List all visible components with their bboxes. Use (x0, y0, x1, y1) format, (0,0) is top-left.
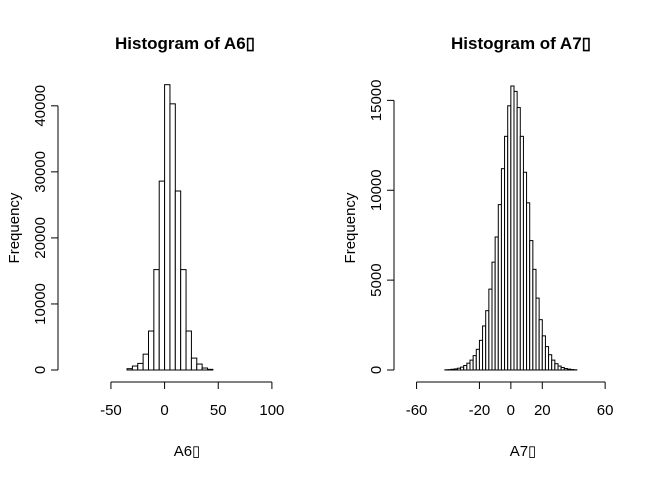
y-tick-label: 40000 (32, 85, 49, 127)
y-axis-label: Frequency (342, 192, 359, 263)
bars-group (126, 84, 214, 371)
y-tick-label: 0 (368, 366, 385, 374)
histogram-bar (158, 180, 166, 371)
histogram-bar (174, 190, 182, 371)
histogram-bar (142, 353, 149, 371)
y-axis: 0 5000 10000 15000 (368, 80, 395, 374)
histogram-bar (147, 330, 155, 371)
chart-title: Histogram of A6▯ (115, 34, 255, 53)
histogram-bar (164, 84, 171, 371)
histogram-bar (137, 362, 144, 371)
y-axis-label: Frequency (6, 192, 23, 263)
histogram-bar (169, 103, 176, 371)
y-tick-label: 15000 (368, 80, 385, 122)
x-tick-label: 100 (259, 402, 284, 419)
x-axis: -60 -20 0 20 60 (406, 381, 614, 419)
y-tick-label: 10000 (368, 169, 385, 211)
histogram-bar (153, 269, 160, 371)
x-tick-label: 50 (210, 402, 227, 419)
histogram-bar (180, 269, 187, 371)
bars-group (444, 85, 578, 371)
x-tick-label: 60 (597, 402, 614, 419)
x-tick-label: -20 (469, 402, 491, 419)
histogram-bar (207, 368, 214, 371)
histogram-bar (185, 330, 192, 371)
histogram-a6-panel: Histogram of A6▯ A6▯ Frequency -50 0 50 100… (6, 34, 284, 460)
y-tick-label: 20000 (32, 217, 49, 259)
x-axis: -50 0 50 100 (100, 381, 284, 419)
histogram-bar (131, 365, 139, 371)
histogram-bar (126, 368, 133, 371)
x-tick-label: 20 (534, 402, 551, 419)
histogram-a7-panel: Histogram of A7▯ A7▯ Frequency -60 -20 0 20… (342, 34, 613, 460)
x-tick-label: -50 (100, 402, 122, 419)
x-axis-label: A7▯ (510, 443, 537, 460)
histogram-bar (190, 357, 198, 371)
x-axis-label: A6▯ (174, 443, 201, 460)
y-tick-label: 10000 (32, 283, 49, 325)
y-tick-label: 5000 (368, 263, 385, 296)
y-tick-label: 30000 (32, 151, 49, 193)
chart-title: Histogram of A7▯ (451, 34, 591, 53)
x-tick-label: 0 (160, 402, 168, 419)
histogram-bar (201, 367, 209, 371)
y-tick-label: 0 (32, 366, 49, 374)
x-tick-label: -60 (406, 402, 428, 419)
histogram-bar (196, 363, 203, 371)
x-tick-label: 0 (507, 402, 515, 419)
y-axis: 0 10000 20000 30000 40000 (32, 85, 59, 374)
